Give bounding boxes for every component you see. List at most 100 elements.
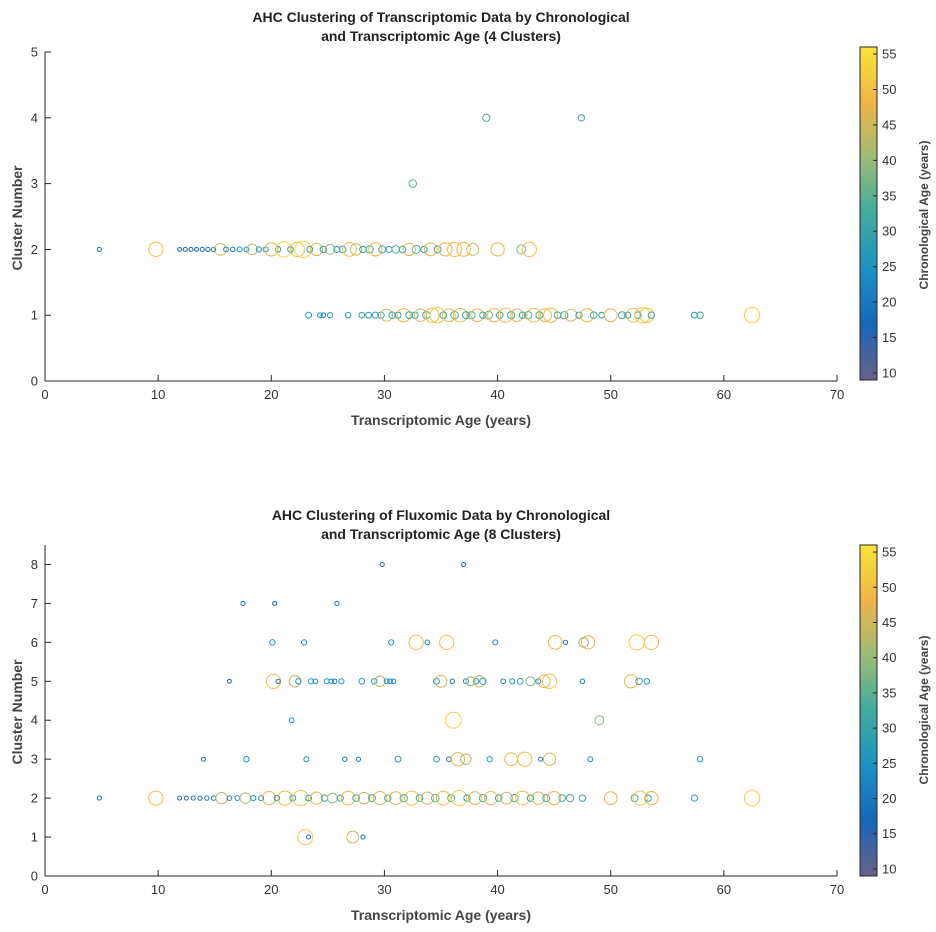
colorbar-tick-label: 40 [882, 650, 896, 665]
chart-bottom-plot-area: 0 10 20 30 40 50 60 70 0 1 2 3 4 5 6 7 8 [31, 545, 844, 897]
data-point [465, 676, 476, 687]
data-point [434, 674, 448, 688]
x-tick-label: 30 [377, 882, 391, 897]
data-point [243, 246, 250, 253]
data-point [452, 307, 468, 323]
data-point [398, 245, 407, 254]
data-point [543, 307, 559, 323]
x-tick-label: 70 [830, 882, 844, 897]
data-point [230, 246, 236, 253]
data-point [500, 791, 514, 805]
data-point [517, 751, 533, 767]
data-point [340, 790, 356, 806]
data-point [250, 794, 257, 802]
data-point [634, 307, 651, 324]
data-point [587, 756, 594, 763]
data-point [515, 790, 530, 806]
colorbar-tick-label: 10 [882, 861, 896, 876]
data-point [309, 791, 324, 805]
data-point [226, 795, 233, 801]
data-point [368, 242, 383, 257]
data-point [494, 794, 503, 802]
data-point [374, 675, 386, 688]
data-point [402, 242, 416, 257]
y-tick-label: 3 [31, 176, 38, 191]
data-point [487, 308, 502, 323]
data-point [560, 311, 569, 320]
colorbar-tick-label: 40 [882, 153, 896, 168]
data-point [387, 678, 393, 685]
data-point [490, 242, 505, 257]
data-point [690, 794, 698, 802]
data-point [424, 307, 440, 323]
data-point [261, 790, 277, 806]
data-point [177, 246, 183, 252]
data-point [495, 311, 504, 320]
data-point [317, 312, 323, 319]
data-point [696, 311, 704, 319]
data-point [258, 795, 265, 802]
data-point [538, 308, 552, 323]
x-tick-label: 20 [264, 387, 278, 402]
data-point [371, 311, 379, 319]
data-point [183, 795, 189, 801]
data-point [462, 678, 469, 685]
data-point [331, 678, 338, 685]
data-point [420, 791, 435, 805]
y-tick-label: 4 [31, 713, 38, 728]
data-point [352, 794, 360, 802]
data-point [628, 634, 645, 651]
data-point [415, 794, 424, 802]
data-point [236, 246, 243, 253]
colorbar-tick-label: 55 [882, 47, 896, 62]
x-tick-label: 40 [490, 882, 504, 897]
chart-top-colorbar-label: Chronological Age (years) [917, 141, 931, 290]
data-point [275, 241, 292, 258]
data-point [630, 794, 639, 803]
y-tick-label: 0 [31, 374, 38, 389]
data-point [370, 678, 378, 685]
data-point [537, 674, 551, 688]
data-point [355, 756, 362, 762]
data-point [446, 241, 463, 258]
x-tick-label: 50 [603, 387, 617, 402]
data-point [294, 240, 312, 259]
data-point [338, 245, 347, 254]
x-tick-label: 60 [717, 882, 731, 897]
data-point [408, 634, 424, 651]
data-point [509, 678, 516, 685]
data-point [199, 246, 205, 252]
data-point [243, 755, 250, 763]
data-point [497, 307, 514, 323]
data-point [312, 678, 319, 685]
data-point [197, 795, 203, 801]
data-point [598, 311, 606, 319]
data-point [429, 307, 446, 324]
data-point [510, 308, 524, 322]
data-point [743, 307, 761, 324]
data-point [388, 791, 403, 805]
data-point [384, 794, 392, 802]
chart-top-title-line-2: and Transcriptomic Age (4 Clusters) [321, 28, 561, 44]
y-tick-label: 7 [31, 596, 38, 611]
x-tick-label: 10 [151, 387, 165, 402]
data-point [500, 678, 507, 685]
data-point [460, 753, 472, 765]
y-tick-label: 2 [31, 791, 38, 806]
data-point [264, 242, 279, 257]
data-point [461, 562, 467, 567]
data-point [546, 790, 562, 806]
y-tick-label: 2 [31, 242, 38, 257]
data-point [594, 715, 605, 726]
data-point [333, 245, 341, 253]
data-point [239, 792, 252, 804]
data-point [210, 795, 217, 801]
data-point [438, 242, 453, 257]
data-point [405, 311, 414, 320]
chart-top-title-line-1: AHC Clustering of Transcriptomic Data by… [252, 9, 629, 25]
data-point [365, 311, 373, 319]
data-point [618, 311, 626, 320]
y-tick-label: 5 [31, 45, 38, 60]
data-point [275, 678, 281, 684]
colorbar-gradient [859, 46, 878, 381]
